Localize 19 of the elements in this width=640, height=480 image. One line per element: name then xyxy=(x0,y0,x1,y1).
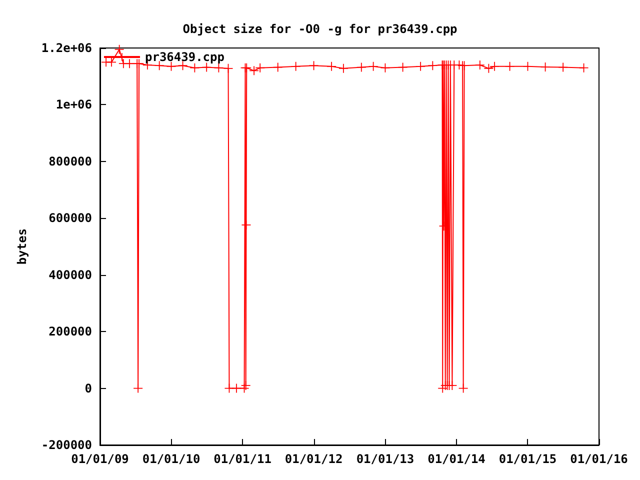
y-tick-label: 1e+06 xyxy=(56,98,92,112)
y-tick-label: 400000 xyxy=(48,268,92,282)
x-tick-label: 01/01/12 xyxy=(284,452,343,466)
x-tick-label: 01/01/15 xyxy=(498,452,557,466)
x-tick-label: 01/01/14 xyxy=(428,452,486,466)
chart-title: Object size for -O0 -g for pr36439.cpp xyxy=(182,22,458,36)
legend-label: pr36439.cpp xyxy=(145,50,224,64)
x-tick-label: 01/01/16 xyxy=(570,452,628,466)
y-tick-label: 1.2e+06 xyxy=(41,41,92,55)
y-tick-label: 800000 xyxy=(48,154,92,168)
y-tick-label: 200000 xyxy=(48,324,92,339)
x-tick-label: 01/01/09 xyxy=(71,452,129,466)
x-tick-label: 01/01/10 xyxy=(142,452,200,466)
y-tick-label: -200000 xyxy=(41,438,92,452)
y-tick-label: 0 xyxy=(84,381,92,396)
y-tick-label: 600000 xyxy=(48,211,92,226)
x-tick-label: 01/01/13 xyxy=(356,452,414,466)
x-tick-label: 01/01/11 xyxy=(214,452,272,466)
y-axis-title: bytes xyxy=(15,228,29,265)
